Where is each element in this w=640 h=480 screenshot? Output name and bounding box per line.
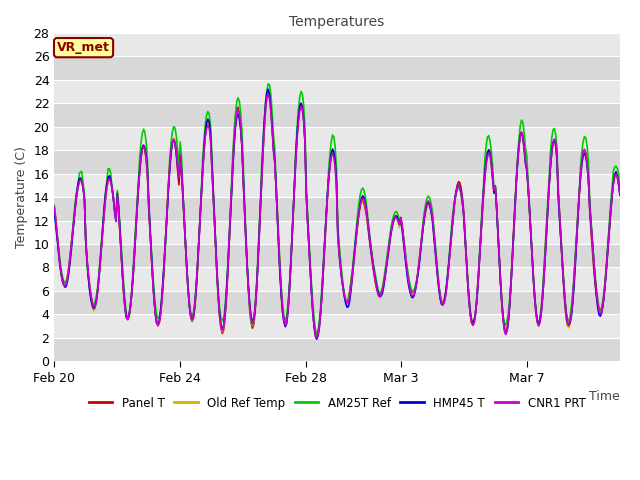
Panel T — [313, 333, 321, 338]
Old Ref Temp — [616, 191, 624, 196]
CNR1 PRT — [616, 191, 624, 197]
Old Ref Temp — [572, 258, 579, 264]
AM25T Ref — [264, 81, 272, 87]
Old Ref Temp — [94, 288, 102, 293]
CNR1 PRT — [264, 91, 272, 97]
Old Ref Temp — [51, 205, 58, 211]
CNR1 PRT — [489, 172, 497, 178]
AM25T Ref — [489, 164, 497, 169]
HMP45 T — [381, 275, 389, 280]
HMP45 T — [51, 210, 58, 216]
Panel T — [264, 88, 272, 94]
Panel T — [445, 256, 453, 262]
Bar — [54, 314, 620, 338]
Old Ref Temp — [489, 175, 497, 180]
Panel T — [616, 191, 624, 196]
CNR1 PRT — [572, 256, 579, 262]
Old Ref Temp — [264, 91, 272, 96]
HMP45 T — [616, 192, 624, 198]
AM25T Ref — [94, 285, 102, 290]
Panel T — [94, 287, 102, 292]
Title: Temperatures: Temperatures — [289, 15, 385, 29]
Bar — [54, 291, 620, 314]
Panel T — [51, 204, 58, 210]
HMP45 T — [313, 336, 321, 342]
Bar — [54, 244, 620, 267]
Line: HMP45 T: HMP45 T — [54, 89, 620, 339]
CNR1 PRT — [313, 335, 321, 340]
Old Ref Temp — [381, 273, 389, 279]
HMP45 T — [94, 288, 102, 294]
Panel T — [489, 176, 497, 182]
HMP45 T — [572, 262, 579, 267]
X-axis label: Time: Time — [589, 390, 620, 403]
Bar — [54, 267, 620, 291]
Bar — [54, 338, 620, 361]
CNR1 PRT — [381, 273, 389, 278]
Old Ref Temp — [445, 256, 453, 262]
Panel T — [572, 256, 579, 262]
HMP45 T — [489, 174, 497, 180]
HMP45 T — [500, 326, 508, 332]
CNR1 PRT — [500, 328, 508, 334]
AM25T Ref — [572, 252, 579, 258]
Bar — [54, 127, 620, 150]
Old Ref Temp — [500, 325, 508, 331]
Line: Panel T: Panel T — [54, 91, 620, 336]
AM25T Ref — [616, 186, 624, 192]
Legend: Panel T, Old Ref Temp, AM25T Ref, HMP45 T, CNR1 PRT: Panel T, Old Ref Temp, AM25T Ref, HMP45 … — [84, 392, 590, 414]
Line: CNR1 PRT: CNR1 PRT — [54, 94, 620, 337]
AM25T Ref — [445, 252, 453, 258]
AM25T Ref — [313, 331, 321, 336]
Bar — [54, 33, 620, 56]
Bar — [54, 150, 620, 174]
Bar — [54, 80, 620, 103]
Bar — [54, 56, 620, 80]
CNR1 PRT — [445, 256, 453, 262]
Y-axis label: Temperature (C): Temperature (C) — [15, 146, 28, 248]
AM25T Ref — [51, 203, 58, 208]
Line: Old Ref Temp: Old Ref Temp — [54, 94, 620, 337]
Text: VR_met: VR_met — [57, 41, 110, 54]
HMP45 T — [264, 86, 272, 92]
CNR1 PRT — [51, 204, 58, 210]
HMP45 T — [445, 254, 453, 260]
CNR1 PRT — [94, 289, 102, 295]
Bar — [54, 220, 620, 244]
AM25T Ref — [381, 268, 389, 274]
Panel T — [500, 324, 508, 330]
Bar — [54, 174, 620, 197]
Bar — [54, 103, 620, 127]
AM25T Ref — [500, 321, 508, 327]
Old Ref Temp — [313, 334, 321, 340]
Line: AM25T Ref: AM25T Ref — [54, 84, 620, 334]
Panel T — [381, 272, 389, 277]
Bar — [54, 197, 620, 220]
